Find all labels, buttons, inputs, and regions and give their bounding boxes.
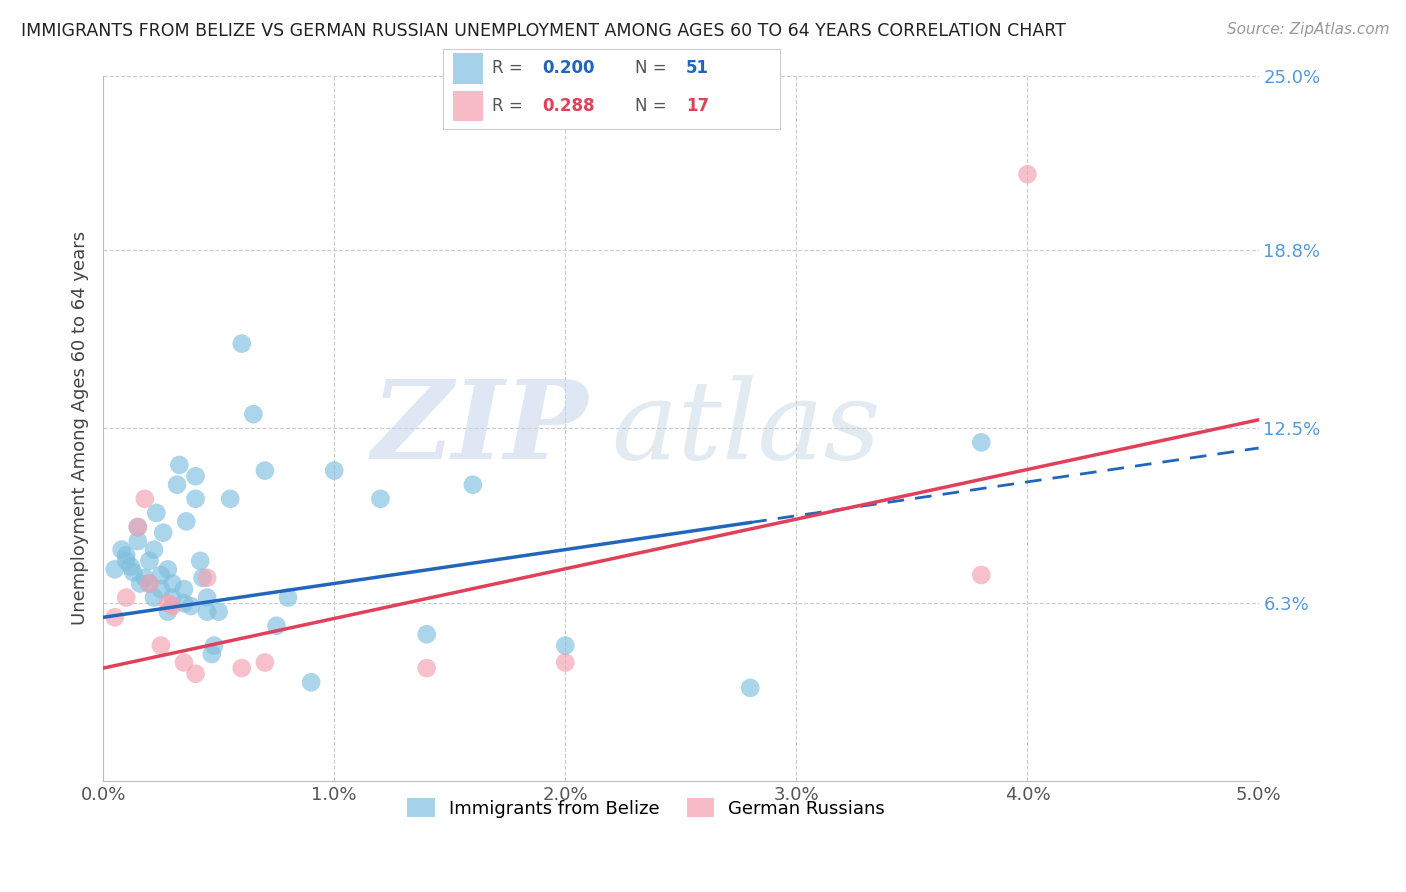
Point [110, 542, 132, 557]
Point [191, 571, 214, 585]
Point [162, 591, 184, 605]
Point [253, 464, 276, 478]
Point [415, 627, 437, 641]
Point [138, 576, 160, 591]
Point [149, 639, 172, 653]
Point [115, 591, 138, 605]
Point [169, 458, 191, 472]
Point [138, 576, 160, 591]
Point [188, 554, 211, 568]
Point [152, 525, 174, 540]
Point [138, 554, 160, 568]
Point [122, 565, 145, 579]
Bar [453, 91, 484, 121]
Point [415, 661, 437, 675]
Point [115, 554, 138, 568]
Point [127, 520, 149, 534]
Point [277, 591, 299, 605]
Point [208, 605, 231, 619]
Point [184, 491, 207, 506]
Point [299, 675, 322, 690]
Text: R =: R = [492, 60, 527, 78]
Point [323, 464, 346, 478]
Point [115, 548, 138, 562]
Point [134, 491, 156, 506]
Point [104, 610, 127, 624]
Point [231, 661, 253, 675]
Text: 0.200: 0.200 [543, 60, 595, 78]
Point [149, 568, 172, 582]
Text: IMMIGRANTS FROM BELIZE VS GERMAN RUSSIAN UNEMPLOYMENT AMONG AGES 60 TO 64 YEARS : IMMIGRANTS FROM BELIZE VS GERMAN RUSSIAN… [21, 22, 1066, 40]
Point [370, 491, 392, 506]
Text: N =: N = [636, 60, 672, 78]
Point [104, 562, 127, 576]
Point [184, 666, 207, 681]
Point [253, 656, 276, 670]
Point [266, 619, 288, 633]
Point [120, 559, 142, 574]
Point [173, 656, 195, 670]
Point [162, 576, 184, 591]
Text: R =: R = [492, 97, 527, 115]
Point [201, 647, 224, 661]
Point [176, 515, 198, 529]
Point [143, 542, 166, 557]
Point [1017, 167, 1039, 181]
Point [173, 596, 195, 610]
Text: 0.288: 0.288 [543, 97, 595, 115]
Point [156, 562, 179, 576]
Point [242, 407, 264, 421]
Point [195, 605, 218, 619]
Point [202, 639, 225, 653]
Point [166, 477, 188, 491]
Text: Source: ZipAtlas.com: Source: ZipAtlas.com [1226, 22, 1389, 37]
Y-axis label: Unemployment Among Ages 60 to 64 years: Unemployment Among Ages 60 to 64 years [72, 231, 89, 625]
Point [134, 571, 156, 585]
Point [195, 571, 218, 585]
Text: atlas: atlas [612, 375, 882, 482]
Point [740, 681, 762, 695]
Point [970, 568, 993, 582]
Point [162, 599, 184, 613]
Text: 51: 51 [686, 60, 709, 78]
Point [219, 491, 242, 506]
Point [143, 591, 166, 605]
Bar [453, 54, 484, 84]
Point [554, 656, 576, 670]
Point [129, 576, 152, 591]
Point [180, 599, 202, 613]
Point [970, 435, 993, 450]
Text: 17: 17 [686, 97, 709, 115]
Point [149, 582, 172, 596]
Point [156, 596, 179, 610]
Point [195, 591, 218, 605]
Legend: Immigrants from Belize, German Russians: Immigrants from Belize, German Russians [401, 791, 893, 825]
Point [145, 506, 167, 520]
Point [231, 336, 253, 351]
Text: N =: N = [636, 97, 672, 115]
Point [127, 520, 149, 534]
Point [184, 469, 207, 483]
Point [156, 605, 179, 619]
Point [127, 534, 149, 549]
Point [461, 477, 484, 491]
Point [173, 582, 195, 596]
Text: ZIP: ZIP [371, 375, 589, 482]
Point [554, 639, 576, 653]
